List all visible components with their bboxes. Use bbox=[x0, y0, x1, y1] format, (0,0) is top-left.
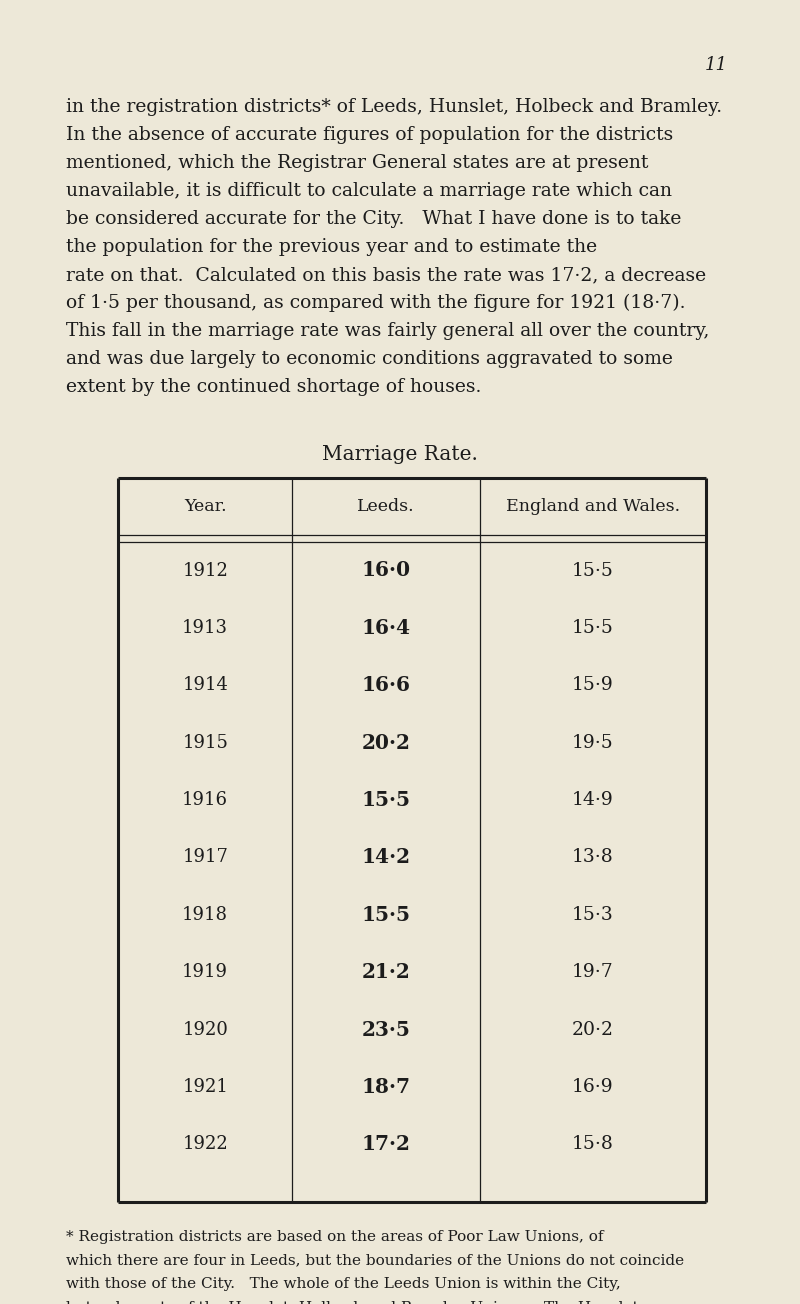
Text: unavailable, it is difficult to calculate a marriage rate which can: unavailable, it is difficult to calculat… bbox=[66, 181, 672, 200]
Text: 15·8: 15·8 bbox=[572, 1136, 614, 1153]
Text: 1920: 1920 bbox=[182, 1021, 228, 1038]
Text: 21·2: 21·2 bbox=[362, 962, 410, 982]
Text: 1912: 1912 bbox=[182, 562, 228, 579]
Text: Leeds.: Leeds. bbox=[357, 498, 415, 515]
Text: 16·0: 16·0 bbox=[362, 561, 410, 580]
Text: with those of the City.   The whole of the Leeds Union is within the City,: with those of the City. The whole of the… bbox=[66, 1278, 620, 1291]
Text: England and Wales.: England and Wales. bbox=[506, 498, 680, 515]
Text: Year.: Year. bbox=[184, 498, 226, 515]
Text: rate on that.  Calculated on this basis the rate was 17·2, a decrease: rate on that. Calculated on this basis t… bbox=[66, 266, 706, 284]
Text: 1917: 1917 bbox=[182, 849, 228, 866]
Text: 19·7: 19·7 bbox=[572, 964, 614, 981]
Text: 1914: 1914 bbox=[182, 677, 228, 694]
Text: which there are four in Leeds, but the boundaries of the Unions do not coincide: which there are four in Leeds, but the b… bbox=[66, 1254, 684, 1267]
Text: * Registration districts are based on the areas of Poor Law Unions, of: * Registration districts are based on th… bbox=[66, 1231, 603, 1244]
Text: Marriage Rate.: Marriage Rate. bbox=[322, 446, 478, 464]
Text: 1916: 1916 bbox=[182, 792, 228, 808]
Text: 15·5: 15·5 bbox=[362, 905, 410, 925]
Text: 16·9: 16·9 bbox=[572, 1078, 614, 1095]
Text: This fall in the marriage rate was fairly general all over the country,: This fall in the marriage rate was fairl… bbox=[66, 322, 709, 340]
Text: 11: 11 bbox=[705, 56, 727, 74]
Text: be considered accurate for the City.   What I have done is to take: be considered accurate for the City. Wha… bbox=[66, 210, 681, 228]
Text: 18·7: 18·7 bbox=[362, 1077, 410, 1097]
Text: the population for the previous year and to estimate the: the population for the previous year and… bbox=[66, 237, 597, 256]
Text: 13·8: 13·8 bbox=[572, 849, 614, 866]
Text: extent by the continued shortage of houses.: extent by the continued shortage of hous… bbox=[66, 378, 481, 396]
Text: 1918: 1918 bbox=[182, 906, 228, 923]
Text: 1915: 1915 bbox=[182, 734, 228, 751]
Text: 15·3: 15·3 bbox=[572, 906, 614, 923]
Text: 16·6: 16·6 bbox=[362, 675, 410, 695]
Text: of 1·5 per thousand, as compared with the figure for 1921 (18·7).: of 1·5 per thousand, as compared with th… bbox=[66, 295, 685, 312]
Text: 1922: 1922 bbox=[182, 1136, 228, 1153]
Text: 20·2: 20·2 bbox=[362, 733, 410, 752]
Text: 14·9: 14·9 bbox=[572, 792, 614, 808]
Text: and was due largely to economic conditions aggravated to some: and was due largely to economic conditio… bbox=[66, 349, 673, 368]
Text: 14·2: 14·2 bbox=[362, 848, 410, 867]
Text: 23·5: 23·5 bbox=[362, 1020, 410, 1039]
Text: 15·5: 15·5 bbox=[572, 619, 614, 636]
Text: 1913: 1913 bbox=[182, 619, 228, 636]
Text: 17·2: 17·2 bbox=[362, 1134, 410, 1154]
Text: 1921: 1921 bbox=[182, 1078, 228, 1095]
Text: 20·2: 20·2 bbox=[572, 1021, 614, 1038]
Text: mentioned, which the Registrar General states are at present: mentioned, which the Registrar General s… bbox=[66, 154, 648, 172]
Text: 15·5: 15·5 bbox=[572, 562, 614, 579]
Text: 1919: 1919 bbox=[182, 964, 228, 981]
Text: In the absence of accurate figures of population for the districts: In the absence of accurate figures of po… bbox=[66, 126, 673, 143]
Text: 16·4: 16·4 bbox=[362, 618, 410, 638]
Text: 15·9: 15·9 bbox=[572, 677, 614, 694]
Text: in the registration districts* of Leeds, Hunslet, Holbeck and Bramley.: in the registration districts* of Leeds,… bbox=[66, 98, 722, 116]
Text: 15·5: 15·5 bbox=[362, 790, 410, 810]
Text: but only parts of the Hunslet, Holbeck and Bramley Unions.   The Hunslet: but only parts of the Hunslet, Holbeck a… bbox=[66, 1301, 638, 1304]
Text: 19·5: 19·5 bbox=[572, 734, 614, 751]
